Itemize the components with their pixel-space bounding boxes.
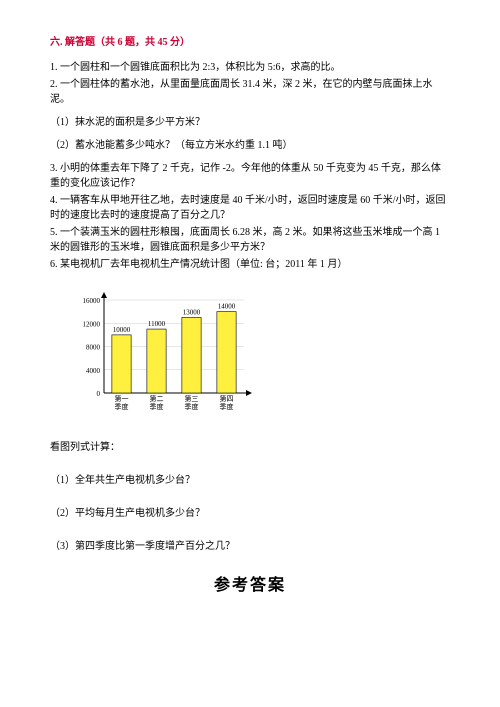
section-heading: 六. 解答题（共 6 题，共 45 分） [50, 35, 450, 50]
question-6-sub1: （1）全年共生产电视机多少台？ [50, 473, 450, 488]
chart-prompt: 看图列式计算： [50, 440, 450, 455]
svg-text:第四: 第四 [220, 394, 234, 403]
question-6-sub3: （3）第四季度比第一季度增产百分之几？ [50, 539, 450, 554]
svg-text:12000: 12000 [83, 320, 101, 328]
svg-text:11000: 11000 [148, 320, 166, 328]
svg-text:季度: 季度 [185, 402, 199, 411]
question-2: 2. 一个圆柱体的蓄水池，从里面量底面周长 31.4 米，深 2 米，在它的内壁… [50, 77, 450, 107]
chart-svg: 040008000120001600010000第一季度11000第二季度130… [70, 286, 270, 426]
svg-text:第一: 第一 [115, 394, 129, 403]
svg-text:8000: 8000 [86, 344, 101, 352]
svg-text:季度: 季度 [115, 402, 129, 411]
svg-text:14000: 14000 [218, 303, 236, 311]
svg-text:季度: 季度 [150, 402, 164, 411]
svg-text:季度: 季度 [220, 402, 234, 411]
question-6: 6. 某电视机厂去年电视机生产情况统计图（单位: 台；2011 年 1 月） [50, 257, 450, 272]
question-2-sub1: （1）抹水泥的面积是多少平方米？ [50, 115, 450, 130]
question-1: 1. 一个圆柱和一个圆锥底面积比为 2:3，体积比为 5:6，求高的比。 [50, 60, 450, 75]
svg-text:第二: 第二 [150, 394, 164, 403]
question-3: 3. 小明的体重去年下降了 2 千克，记作 -2。今年他的体重从 50 千克变为… [50, 161, 450, 191]
answer-heading: 参考答案 [50, 574, 450, 598]
question-6-sub2: （2）平均每月生产电视机多少台？ [50, 506, 450, 521]
question-5: 5. 一个装满玉米的圆柱形粮囤，底面周长 6.28 米，高 2 米。如果将这些玉… [50, 225, 450, 255]
svg-text:4000: 4000 [86, 367, 101, 375]
svg-text:第三: 第三 [185, 394, 199, 403]
svg-text:16000: 16000 [83, 297, 101, 305]
question-4: 4. 一辆客车从甲地开往乙地，去时速度是 40 千米/小时，返回时速度是 60 … [50, 193, 450, 223]
question-2-sub2: （2）蓄水池能蓄多少吨水？（每立方米水约重 1.1 吨） [50, 138, 450, 153]
svg-text:13000: 13000 [183, 308, 201, 316]
bar-chart: 040008000120001600010000第一季度11000第二季度130… [70, 286, 270, 426]
svg-text:0: 0 [97, 390, 101, 398]
svg-text:10000: 10000 [113, 326, 131, 334]
